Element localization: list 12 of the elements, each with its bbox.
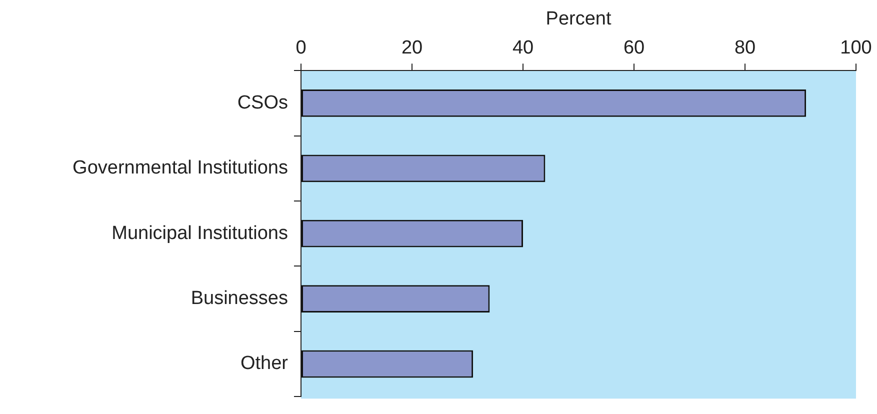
x-tick-label: 0 [296, 37, 306, 58]
y-tick-label: Businesses [190, 288, 288, 310]
x-tick-label: 100 [840, 37, 872, 58]
x-tick-label: 20 [401, 37, 423, 58]
x-tick-label: 40 [512, 37, 534, 58]
y-tick-label: CSOs [237, 92, 288, 114]
x-tick-label: 80 [734, 37, 756, 58]
y-tick-label: Governmental Institutions [72, 158, 288, 179]
y-tick-label: Municipal Institutions [112, 222, 288, 244]
x-tick-label: 60 [623, 37, 645, 58]
x-axis-title: Percent [546, 8, 612, 30]
y-tick-label: Other [240, 353, 289, 374]
